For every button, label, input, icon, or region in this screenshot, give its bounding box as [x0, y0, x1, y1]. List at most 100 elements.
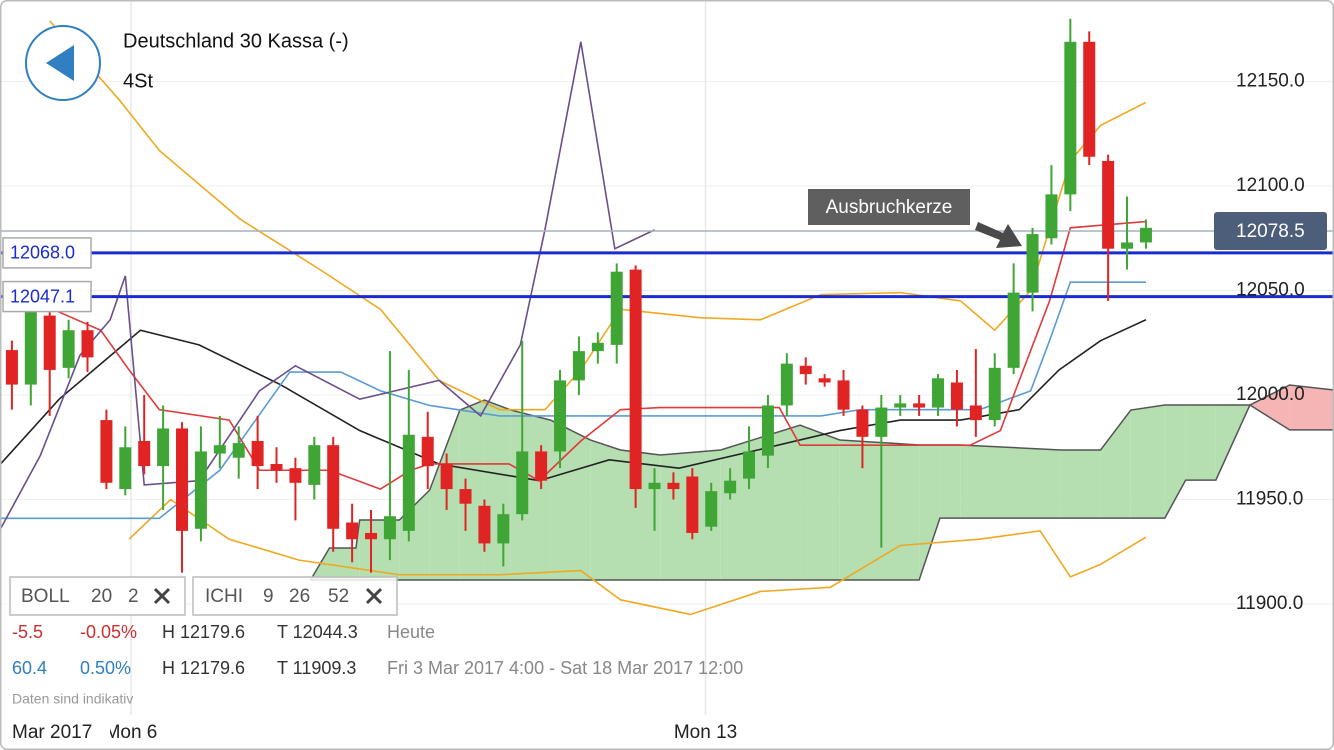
candle-body	[478, 505, 491, 544]
candle-body	[629, 269, 642, 490]
cloud-segment	[484, 400, 511, 580]
chip-param: 2	[128, 586, 139, 607]
stat-low: T 12044.3	[277, 622, 358, 642]
cloud-segment	[939, 444, 961, 519]
level-label: 12047.1	[10, 286, 75, 306]
candle-body	[213, 445, 226, 454]
stats: -5.5 -0.05% H 12179.6 T 12044.3 Heute 60.4 0.5…	[12, 622, 743, 678]
y-tick-label: 11900.0	[1236, 593, 1303, 614]
chip-box[interactable]	[192, 576, 398, 616]
candle-body	[138, 440, 151, 467]
candle-body	[1045, 194, 1058, 239]
candle-body	[308, 445, 321, 485]
cloud-segment	[1289, 384, 1334, 430]
annotation-text: Ausbruchkerze	[826, 197, 953, 218]
stat-period: Heute	[387, 622, 435, 642]
candle-body	[724, 480, 737, 494]
annotation-box	[808, 189, 970, 225]
candle-body	[1083, 41, 1096, 157]
cloud-segment	[1130, 405, 1165, 519]
candle-body	[818, 378, 831, 383]
chip-close[interactable]	[365, 587, 383, 605]
candle-body	[950, 382, 963, 410]
x-tick-label: Mon 13	[674, 722, 737, 743]
candle-body	[1007, 292, 1020, 368]
chip-param: 26	[289, 586, 310, 607]
candle-body	[402, 434, 415, 531]
candle-body	[554, 380, 567, 452]
candle-body	[100, 420, 113, 483]
candle-body	[667, 482, 680, 490]
candle-body	[24, 309, 37, 385]
candle-body	[327, 445, 340, 529]
interval: 4St	[123, 70, 153, 92]
y-tick-label: 12000.0	[1236, 384, 1305, 405]
cloud-segment	[720, 425, 801, 580]
candle-body	[856, 409, 869, 437]
candle-body	[497, 514, 510, 544]
instrument-title: Deutschland 30 Kassa (-)	[123, 30, 349, 52]
candle-body	[81, 330, 94, 358]
candle-body	[383, 516, 396, 540]
cloud-segment	[919, 444, 940, 580]
candle-body	[1102, 160, 1115, 249]
stat-change: -5.5	[12, 622, 43, 642]
candle-body	[572, 351, 585, 381]
month-label: Mar 2017	[12, 722, 92, 743]
chip-close[interactable]	[153, 587, 171, 605]
indicator-line	[128, 498, 1147, 616]
candle-body	[894, 403, 907, 408]
level-label: 12068.0	[10, 243, 75, 263]
candle-body	[1026, 234, 1039, 293]
candle-body	[62, 330, 75, 368]
annotation-arrow	[975, 222, 1022, 248]
indicator-chip[interactable]: BOLL 20 2	[9, 576, 186, 616]
stat-change: 60.4	[12, 658, 47, 678]
candle-body	[761, 405, 774, 456]
chip-param: 52	[328, 586, 349, 607]
cloud-segment	[329, 548, 356, 580]
cloud-segment	[1185, 405, 1216, 481]
back-button[interactable]	[25, 25, 101, 101]
candle-body	[1121, 242, 1134, 249]
candle-body	[743, 451, 756, 479]
chip-name: BOLL	[21, 586, 70, 607]
y-tick-label: 12150.0	[1236, 71, 1305, 92]
cloud-segment	[590, 439, 621, 580]
y-tick-label: 11950.0	[1236, 489, 1303, 510]
candle-body	[837, 380, 850, 410]
y-tick-label: 12100.0	[1236, 175, 1305, 196]
cloud-segment	[800, 425, 840, 580]
candle-body	[591, 342, 604, 352]
chip-box[interactable]	[9, 576, 186, 616]
last-price-label: 12078.5	[1236, 221, 1305, 242]
back-arrow[interactable]	[46, 45, 74, 81]
indicator-line	[0, 41, 655, 530]
month-box	[2, 716, 110, 748]
stat-percent: -0.05%	[80, 622, 137, 642]
cloud-segment	[355, 520, 360, 580]
chip-name: ICHI	[205, 586, 243, 607]
y-tick-label: 12050.0	[1236, 280, 1305, 301]
candle-body	[799, 365, 812, 375]
candle-body	[875, 407, 888, 437]
stat-low: T 11909.3	[277, 658, 356, 678]
candle-body	[913, 403, 926, 408]
stat-percent: 0.50%	[80, 658, 131, 678]
candle-body	[780, 363, 793, 406]
candle-body	[421, 436, 434, 467]
stat-period: Fri 3 Mar 2017 4:00 - Sat 18 Mar 2017 12…	[387, 658, 743, 678]
disclaimer: Daten sind indikativ	[12, 691, 133, 707]
indicator-chip[interactable]: ICHI 9 26 52	[192, 576, 398, 616]
candle-body	[232, 443, 245, 458]
candle-body	[194, 451, 207, 529]
candle-body	[346, 522, 359, 540]
candle-body	[686, 476, 699, 533]
cloud-segment	[1249, 384, 1290, 430]
candle-body	[932, 378, 945, 408]
